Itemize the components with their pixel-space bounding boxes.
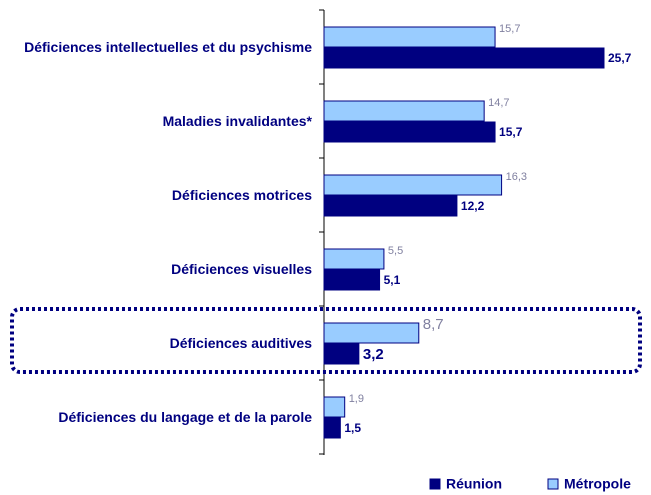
bar (323, 417, 341, 439)
value-label: 8,7 (423, 316, 444, 333)
category-label: Déficiences intellectuelles et du psychi… (24, 39, 312, 55)
bar (323, 174, 503, 196)
legend-swatch (429, 478, 441, 490)
bar (323, 343, 360, 365)
bar (323, 47, 605, 69)
legend-swatch (547, 478, 559, 490)
bar (323, 100, 485, 122)
value-label: 1,5 (344, 421, 361, 435)
highlight-box (10, 307, 642, 374)
value-label: 14,7 (488, 97, 509, 109)
value-label: 5,5 (388, 245, 403, 257)
bar (323, 269, 381, 291)
legend-label: Métropole (564, 476, 631, 492)
category-label: Déficiences auditives (169, 335, 312, 351)
bar (323, 195, 458, 217)
value-label: 15,7 (499, 23, 520, 35)
value-label: 12,2 (461, 199, 485, 213)
category-label: Déficiences visuelles (171, 261, 312, 277)
category-label: Déficiences du langage et de la parole (58, 409, 312, 425)
value-label: 25,7 (608, 51, 632, 65)
value-label: 3,2 (363, 346, 384, 363)
bar (323, 26, 496, 48)
bar (323, 121, 496, 143)
bar (323, 396, 346, 418)
value-label: 16,3 (506, 171, 527, 183)
bar (323, 248, 385, 270)
category-label: Maladies invalidantes* (162, 113, 312, 129)
bar (323, 322, 420, 344)
value-label: 15,7 (499, 125, 523, 139)
legend-label: Réunion (446, 476, 502, 492)
category-label: Déficiences motrices (171, 187, 312, 203)
value-label: 1,9 (349, 393, 364, 405)
value-label: 5,1 (384, 273, 401, 287)
